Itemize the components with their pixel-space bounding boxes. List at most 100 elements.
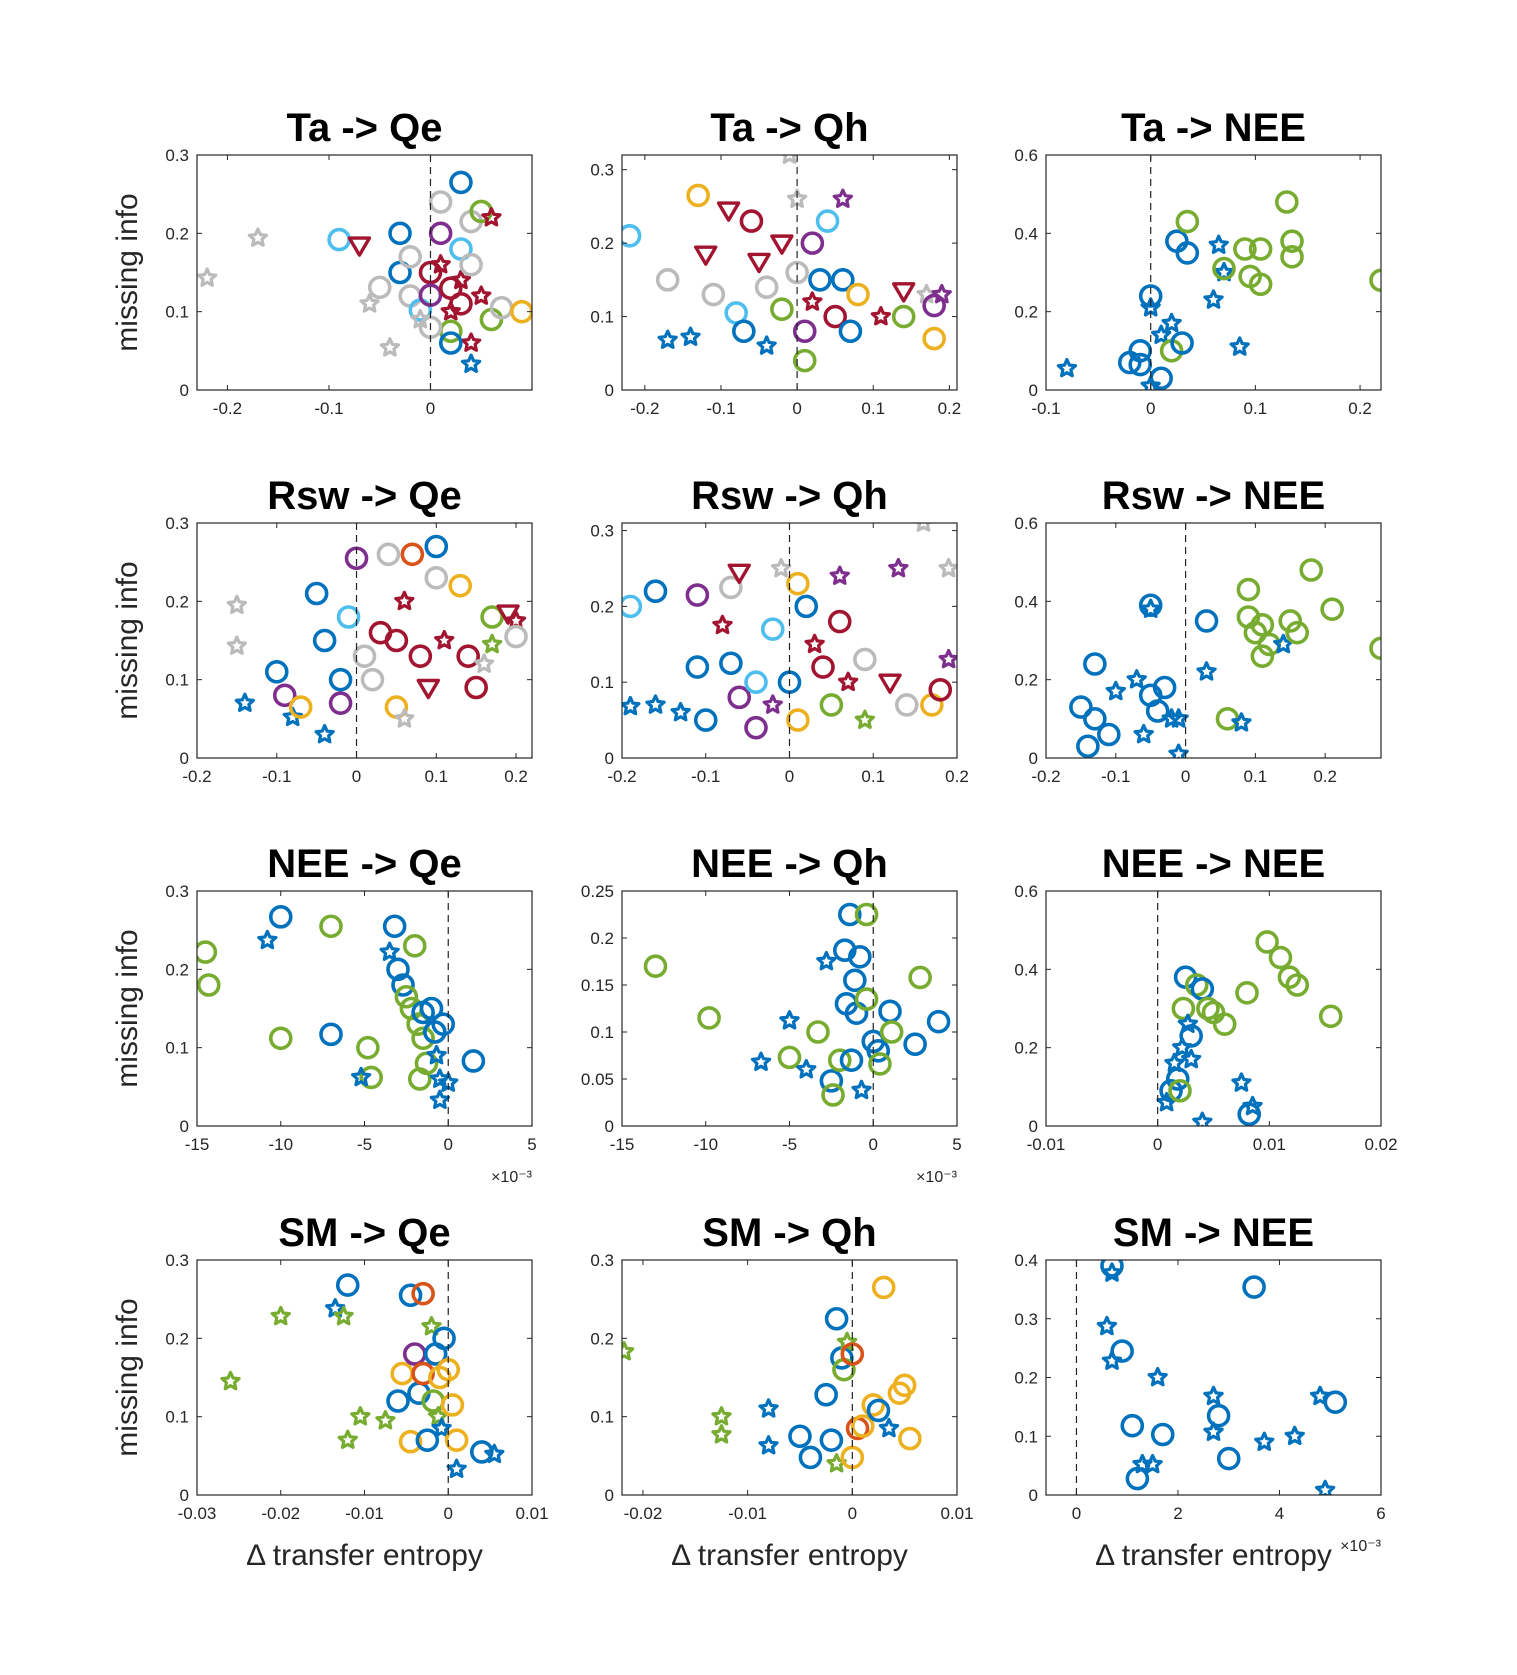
- panel-title: SM -> Qh: [702, 1211, 876, 1255]
- circle-marker: [815, 209, 840, 233]
- circle-marker: [1168, 1078, 1192, 1103]
- star-marker: [878, 1417, 900, 1438]
- y-tick-label: 0.3: [165, 882, 189, 901]
- x-tick-label: -15: [610, 1135, 635, 1154]
- star-marker: [421, 1316, 442, 1336]
- scatter-panel: Ta -> NEE-0.1 0 0.1 0.200.20.40.6: [1014, 106, 1382, 418]
- y-tick-label: 0.2: [1014, 671, 1038, 690]
- star-marker: [471, 285, 492, 305]
- star-marker: [711, 1406, 732, 1426]
- scatter-panel: SM -> Qe -0.03 -0.02 -0.01 0 0.01 0 0.1 0.2 0.3 mi…: [111, 1211, 549, 1572]
- panel-title: Rsw -> NEE: [1102, 474, 1325, 518]
- star-marker: [680, 326, 701, 346]
- circle-marker: [1206, 1403, 1231, 1428]
- y-tick-label: 0.1: [165, 671, 189, 690]
- star-marker: [938, 648, 957, 669]
- circle-marker: [382, 914, 407, 939]
- circle-marker: [1369, 636, 1381, 661]
- y-tick-label: 0.4: [1014, 1251, 1038, 1270]
- panel-title: Ta -> Qh: [710, 106, 868, 150]
- circle-marker: [1248, 237, 1273, 261]
- scatter-panel: Ta -> Qe -0.2 -0.1 0 0 0.1 0.2 0.3 missing info: [111, 106, 533, 418]
- star-marker: [375, 1410, 396, 1430]
- circle-marker: [398, 1283, 423, 1308]
- star-marker: [1126, 669, 1147, 689]
- star-marker: [426, 1044, 447, 1065]
- circle-marker: [272, 683, 297, 708]
- circle-marker: [411, 1026, 435, 1051]
- circle-marker: [800, 231, 825, 255]
- circle-marker: [444, 1428, 469, 1452]
- x-tick-label: -0.2: [182, 767, 211, 786]
- x-tick-label: 0: [785, 767, 794, 786]
- circle-marker: [408, 644, 433, 668]
- y-tick-label: 0.6: [1014, 514, 1038, 533]
- circle-marker: [926, 1009, 951, 1034]
- star-marker: [802, 291, 823, 311]
- points-layer: [1096, 1260, 1348, 1495]
- panel-title: NEE -> NEE: [1102, 842, 1325, 886]
- circle-marker: [431, 1012, 456, 1036]
- circle-marker: [268, 905, 293, 929]
- circle-marker: [903, 1032, 927, 1057]
- axes-frame: [621, 1259, 958, 1496]
- y-tick-label: 0: [605, 1117, 614, 1136]
- star-marker: [888, 557, 909, 578]
- star-marker: [257, 929, 278, 950]
- star-marker: [440, 301, 461, 321]
- axes-frame: [196, 522, 533, 759]
- circle-marker: [1069, 695, 1093, 719]
- x-tick-label: -0.01: [728, 1504, 767, 1523]
- y-tick-label: 0.3: [590, 522, 614, 541]
- triangle-marker: [347, 236, 372, 257]
- x-axis-label: Δ transfer entropy: [671, 1539, 908, 1572]
- circle-marker: [798, 1445, 823, 1470]
- star-marker: [870, 306, 891, 326]
- circle-marker: [908, 965, 932, 990]
- y-tick-label: 0.2: [590, 597, 614, 616]
- y-tick-label: 0.2: [165, 1329, 189, 1348]
- y-axis-label: missing info: [111, 561, 144, 719]
- x-tick-label: 0.1: [861, 399, 885, 418]
- circle-marker: [428, 190, 453, 214]
- scatter-panel: SM -> NEE 0 2 4 6 0 0.1 0.2 0.3 0.4 ×10⁻³ Δ transfe…: [1014, 1211, 1385, 1572]
- circle-marker: [685, 583, 710, 607]
- triangle-marker: [694, 245, 718, 266]
- circle-marker: [744, 715, 768, 740]
- star-marker: [481, 207, 502, 227]
- circle-marker: [335, 1273, 360, 1297]
- y-tick-label: 0: [180, 1117, 189, 1136]
- star-marker: [226, 594, 247, 615]
- circle-marker: [719, 575, 743, 600]
- circle-marker: [837, 902, 862, 927]
- circle-marker: [1369, 268, 1381, 293]
- star-marker: [762, 694, 783, 714]
- star-marker: [1101, 1262, 1123, 1282]
- circle-marker: [456, 644, 480, 668]
- panel-title: SM -> Qe: [278, 1211, 450, 1255]
- y-tick-label: 0.05: [581, 1070, 614, 1089]
- star-marker: [394, 708, 415, 728]
- triangle-marker: [496, 604, 520, 625]
- x-tick-label: 0.2: [1348, 399, 1372, 418]
- x-axis-exponent: ×10⁻³: [491, 1169, 533, 1186]
- x-tick-label: 0: [352, 767, 361, 786]
- x-tick-label: 0.2: [945, 767, 969, 786]
- y-tick-label: 0.1: [1014, 1427, 1038, 1446]
- circle-marker: [449, 292, 473, 316]
- x-tick-label: -0.1: [314, 399, 343, 418]
- star-marker: [750, 1051, 772, 1071]
- x-tick-label: 6: [1376, 1504, 1385, 1523]
- x-tick-label: -5: [782, 1135, 797, 1154]
- x-tick-label: 2: [1173, 1504, 1182, 1523]
- circle-marker: [622, 223, 642, 248]
- circle-marker: [356, 1035, 380, 1060]
- star-marker: [234, 692, 255, 712]
- star-marker: [657, 329, 678, 349]
- x-tick-label: 0: [869, 1135, 878, 1154]
- y-tick-label: 0.2: [1014, 1039, 1038, 1058]
- circle-marker: [418, 260, 443, 285]
- circle-marker: [760, 617, 785, 641]
- circle-marker: [686, 183, 710, 208]
